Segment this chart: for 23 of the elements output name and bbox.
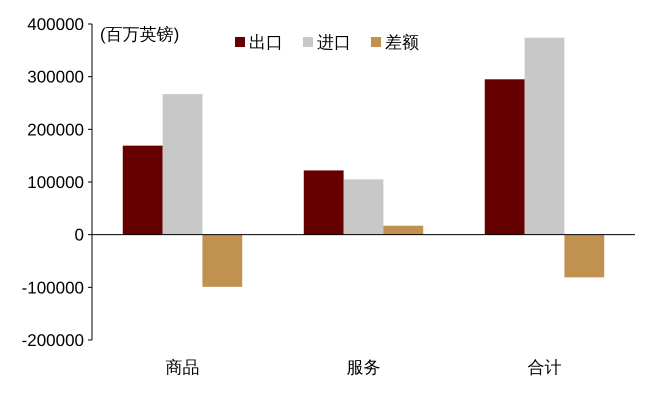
bar	[564, 234, 604, 278]
x-tick-label: 服务	[346, 358, 380, 377]
y-tick-label: 200000	[27, 120, 84, 140]
bar	[524, 38, 564, 235]
bar	[484, 79, 525, 235]
bar	[122, 146, 163, 235]
y-axis-title: (百万英镑)	[100, 25, 180, 44]
x-tick-label: 商品	[166, 358, 200, 377]
bar	[162, 94, 202, 235]
y-tick-label: 300000	[27, 68, 84, 87]
y-tick-label: -100000	[22, 278, 84, 298]
bar	[202, 234, 242, 287]
bar	[383, 226, 424, 235]
bar	[304, 170, 344, 235]
legend-label: 进口	[317, 33, 351, 52]
x-tick-label: 合计	[528, 358, 562, 377]
y-tick-label: 0	[74, 226, 84, 245]
y-tick-label: 100000	[27, 173, 84, 192]
y-tick-label: -200000	[22, 331, 84, 350]
legend-label: 出口	[249, 33, 283, 52]
legend-label: 差额	[385, 33, 419, 52]
y-tick-label: 400000	[27, 15, 84, 34]
bar	[344, 179, 384, 235]
